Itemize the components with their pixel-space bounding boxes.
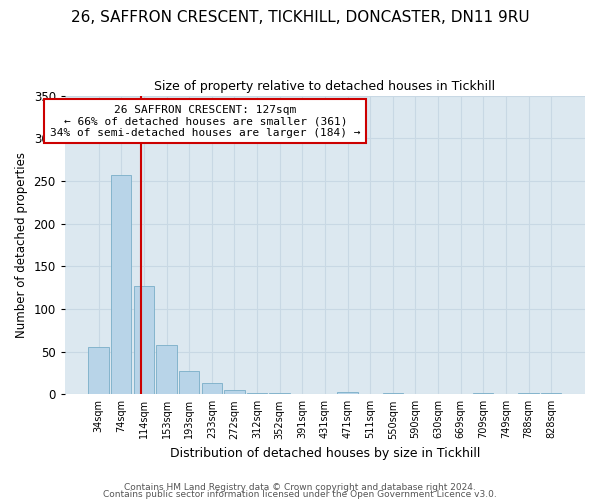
Title: Size of property relative to detached houses in Tickhill: Size of property relative to detached ho… (154, 80, 496, 93)
Text: Contains public sector information licensed under the Open Government Licence v3: Contains public sector information licen… (103, 490, 497, 499)
Y-axis label: Number of detached properties: Number of detached properties (15, 152, 28, 338)
Bar (224, 390, 245, 394)
Text: 26, SAFFRON CRESCENT, TICKHILL, DONCASTER, DN11 9RU: 26, SAFFRON CRESCENT, TICKHILL, DONCASTE… (71, 10, 529, 25)
Bar (202, 383, 222, 394)
Bar (111, 175, 131, 394)
Bar (337, 392, 358, 394)
Bar (134, 286, 154, 395)
Bar (247, 392, 267, 394)
X-axis label: Distribution of detached houses by size in Tickhill: Distribution of detached houses by size … (170, 447, 480, 460)
Text: 26 SAFFRON CRESCENT: 127sqm
← 66% of detached houses are smaller (361)
34% of se: 26 SAFFRON CRESCENT: 127sqm ← 66% of det… (50, 104, 361, 138)
Bar (88, 348, 109, 395)
Bar (383, 392, 403, 394)
Bar (179, 372, 199, 394)
Text: Contains HM Land Registry data © Crown copyright and database right 2024.: Contains HM Land Registry data © Crown c… (124, 484, 476, 492)
Bar (157, 345, 177, 395)
